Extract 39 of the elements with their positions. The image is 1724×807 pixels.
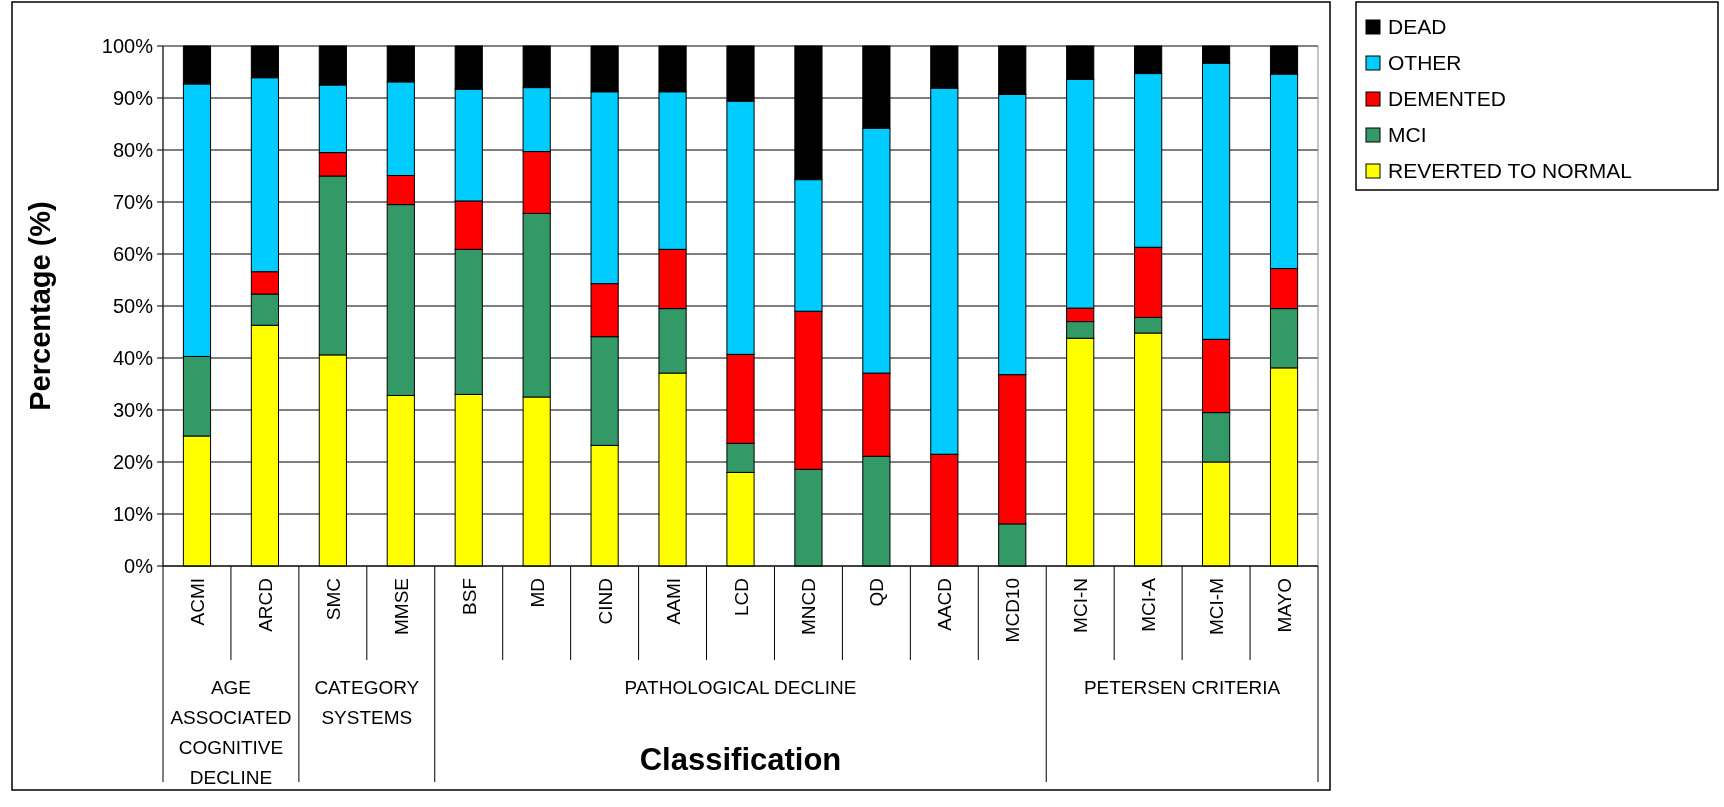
y-tick-label: 10% [112, 503, 154, 525]
y-tick-label: 30% [112, 399, 154, 421]
y-axis-title: Percentage (%) [24, 201, 56, 411]
x-tick-label: BSF [458, 578, 480, 615]
x-tick-label: AAMI [662, 578, 684, 625]
y-tick-label: 80% [112, 139, 154, 161]
y-tick-label: 60% [112, 243, 154, 265]
x-tick-label: MCD10 [1002, 578, 1024, 643]
x-axis-title: Classification [639, 742, 842, 777]
legend-label: DEAD [1388, 15, 1447, 39]
legend-label: MCI [1388, 123, 1427, 147]
y-tick-label: 90% [112, 87, 154, 109]
text: CATEGORY SYSTEMS [314, 677, 420, 728]
y-tick-label: 20% [112, 451, 154, 473]
x-tick-label: SMC [322, 578, 344, 621]
x-tick-label: MAYO [1274, 578, 1296, 633]
legend-label: REVERTED TO NORMAL [1388, 159, 1632, 183]
x-tick-label: CIND [594, 578, 616, 625]
x-tick-label: MCI-N [1070, 578, 1092, 633]
x-tick-label: QD [866, 578, 888, 607]
x-tick-label: MMSE [390, 578, 412, 635]
x-tick-label: MNCD [798, 578, 820, 635]
y-tick-label: 0% [124, 555, 154, 577]
text: PETERSEN CRITERIA [1083, 677, 1281, 698]
x-tick-label: MD [526, 578, 548, 608]
y-tick-label: 50% [112, 295, 154, 317]
x-tick-label: MCI-M [1206, 578, 1228, 635]
y-tick-label: 70% [112, 191, 154, 213]
x-tick-label: AACD [934, 578, 956, 631]
legend-label: OTHER [1388, 51, 1462, 75]
text: AGE ASSOCIATED COGNITIVE DECLINE [170, 677, 292, 788]
x-tick-label: LCD [730, 578, 752, 617]
y-tick-label: 40% [112, 347, 154, 369]
x-tick-label: MCI-A [1138, 577, 1160, 632]
text: PATHOLOGICAL DECLINE [624, 677, 857, 698]
x-tick-label: ACMI [186, 578, 208, 626]
legend-label: DEMENTED [1388, 87, 1506, 111]
y-tick-label: 100% [101, 35, 154, 57]
x-tick-label: ARCD [254, 578, 276, 632]
